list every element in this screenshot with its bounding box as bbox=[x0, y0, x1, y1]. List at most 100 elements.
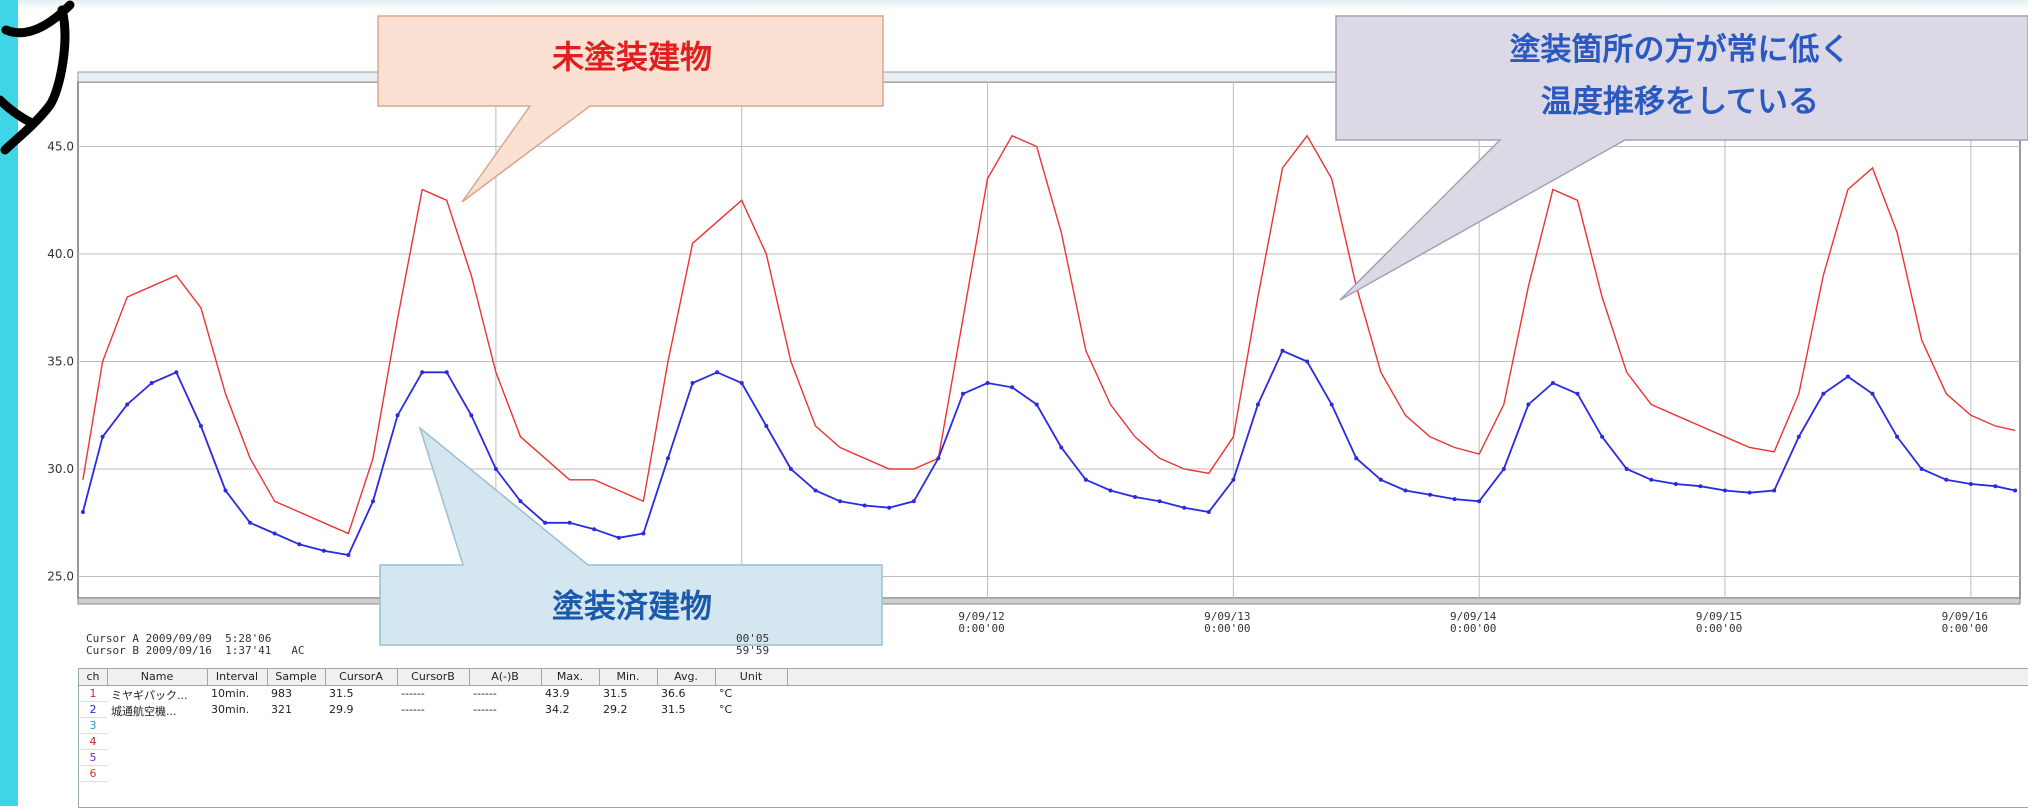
series-2-point bbox=[1403, 488, 1408, 493]
x-scrollbar bbox=[77, 597, 2021, 605]
row-number: 1 bbox=[79, 686, 107, 702]
series-2-point bbox=[1772, 488, 1777, 493]
series-2-point bbox=[911, 499, 916, 504]
painted-callout-box bbox=[379, 425, 883, 646]
cursor-status: Cursor A 2009/09/09 5:28'06 00'05 Cursor … bbox=[86, 633, 1286, 657]
note-callout-line2: 温度推移をしている bbox=[1541, 84, 1819, 120]
x-tick-time: 0:00'00 bbox=[1942, 622, 1988, 635]
y-tick-label: 35.0 bbox=[47, 355, 74, 369]
series-2-point bbox=[100, 434, 105, 439]
series-2-point bbox=[862, 503, 867, 508]
series-2-point bbox=[1428, 492, 1433, 497]
series-2-point bbox=[1108, 488, 1113, 493]
series-2-point bbox=[665, 456, 670, 461]
series-2-point bbox=[616, 535, 621, 540]
series-2-point bbox=[936, 456, 941, 461]
table-header-cell[interactable]: CursorA bbox=[325, 669, 398, 685]
callouts: 未塗装建物 塗装済建物 塗装箇所の方が常に低く 温度推移をしている bbox=[377, 15, 2028, 646]
table-cell: 31.5 bbox=[603, 687, 628, 700]
table-cell: 321 bbox=[271, 703, 292, 716]
row-number: 5 bbox=[79, 750, 107, 766]
table-cell: 43.9 bbox=[545, 687, 570, 700]
series-2-point bbox=[1034, 402, 1039, 407]
x-tick-date: 9/09/14 bbox=[1450, 610, 1497, 623]
series-2-point bbox=[469, 413, 474, 418]
series-2-point bbox=[764, 424, 769, 428]
series-2-point bbox=[592, 527, 597, 532]
series-2-point bbox=[1600, 434, 1605, 439]
x-tick-time: 0:00'00 bbox=[1450, 622, 1496, 635]
table-header-cell[interactable]: Name bbox=[107, 669, 208, 685]
table-header-cell[interactable]: Unit bbox=[715, 669, 788, 685]
series-2-point bbox=[1624, 467, 1629, 471]
table-header-cell[interactable]: Avg. bbox=[657, 669, 716, 685]
series-2-point bbox=[1157, 499, 1162, 504]
table-cell: 29.9 bbox=[329, 703, 354, 716]
series-2-point bbox=[1182, 505, 1187, 510]
series-2-point bbox=[493, 467, 498, 471]
x-tick-time: 0:00'00 bbox=[958, 622, 1004, 635]
table-cell: °C bbox=[719, 687, 733, 700]
series-2-point bbox=[838, 499, 843, 504]
table-header-cell[interactable]: Sample bbox=[267, 669, 326, 685]
x-tick-date: 9/09/12 bbox=[958, 610, 1004, 623]
cursor-a-mid: AC bbox=[291, 644, 305, 657]
cursor-b-right: 59'59 bbox=[736, 644, 770, 657]
series-2-point bbox=[1477, 499, 1482, 504]
series-2-point bbox=[321, 548, 326, 553]
series-line-1 bbox=[82, 134, 2016, 535]
series-2-point bbox=[739, 381, 744, 385]
table-cell: ------ bbox=[401, 687, 425, 700]
table-header-cell[interactable]: Max. bbox=[541, 669, 600, 685]
table-header-cell[interactable]: CursorB bbox=[397, 669, 470, 685]
series-2-point bbox=[198, 424, 203, 428]
series-2-point bbox=[1231, 477, 1236, 482]
series-2-point bbox=[125, 402, 130, 407]
series-2-point bbox=[370, 499, 375, 504]
series-2-point bbox=[1870, 391, 1875, 396]
series-2-point bbox=[887, 505, 892, 510]
table-cell: 城通航空機... bbox=[111, 705, 177, 718]
series-2-point bbox=[1280, 348, 1285, 353]
series-2-point bbox=[813, 488, 818, 493]
table-header-cell[interactable]: ch bbox=[79, 669, 108, 685]
table-header-cell[interactable]: Min. bbox=[599, 669, 658, 685]
series-2-point bbox=[715, 370, 720, 375]
series-2-point bbox=[690, 381, 695, 385]
series-2-point bbox=[1821, 391, 1826, 396]
series-2-point bbox=[1501, 467, 1506, 471]
cursor-a-text: Cursor A 2009/09/09 5:28'06 bbox=[86, 632, 272, 645]
table-header-cell[interactable]: A(-)B bbox=[469, 669, 542, 685]
series-2-point bbox=[1796, 434, 1801, 439]
y-tick-label: 25.0 bbox=[47, 570, 74, 584]
cursor-b-text: Cursor B 2009/09/16 1:37'41 bbox=[86, 644, 272, 657]
y-axis-ticks: 45.0 40.0 35.0 30.0 25.0 bbox=[47, 140, 74, 584]
table-header-cell[interactable]: Interval bbox=[207, 669, 268, 685]
series-2-point bbox=[1206, 510, 1211, 514]
table-cell: ミヤギパック... bbox=[111, 689, 188, 702]
table-cell: ------ bbox=[473, 687, 497, 700]
plot-frame bbox=[77, 71, 2021, 605]
plot-area bbox=[77, 81, 2021, 599]
series-2-point bbox=[1329, 402, 1334, 407]
y-tick-label: 30.0 bbox=[47, 462, 74, 476]
series-2-point bbox=[80, 510, 85, 514]
series-2-point bbox=[223, 488, 228, 493]
series-2-point bbox=[1575, 391, 1580, 396]
hand-drawn-mark bbox=[0, 0, 75, 155]
series-2-point bbox=[1845, 374, 1850, 379]
note-callout-line1: 塗装箇所の方が常に低く bbox=[1510, 32, 1851, 68]
series-2-point bbox=[1895, 434, 1900, 439]
painted-callout-text: 塗装済建物 bbox=[552, 587, 712, 625]
series-2-point bbox=[567, 520, 572, 525]
series-2-point bbox=[1255, 402, 1260, 407]
series-2-point bbox=[1452, 497, 1457, 502]
x-tick-date: 9/09/15 bbox=[1696, 610, 1742, 623]
table-cell: °C bbox=[719, 703, 733, 716]
series-2-point bbox=[420, 370, 425, 375]
left-accent-strip bbox=[0, 0, 18, 806]
y-tick-label: 40.0 bbox=[47, 247, 74, 261]
series-2-point bbox=[1649, 477, 1654, 482]
series-2-point bbox=[1378, 477, 1383, 482]
